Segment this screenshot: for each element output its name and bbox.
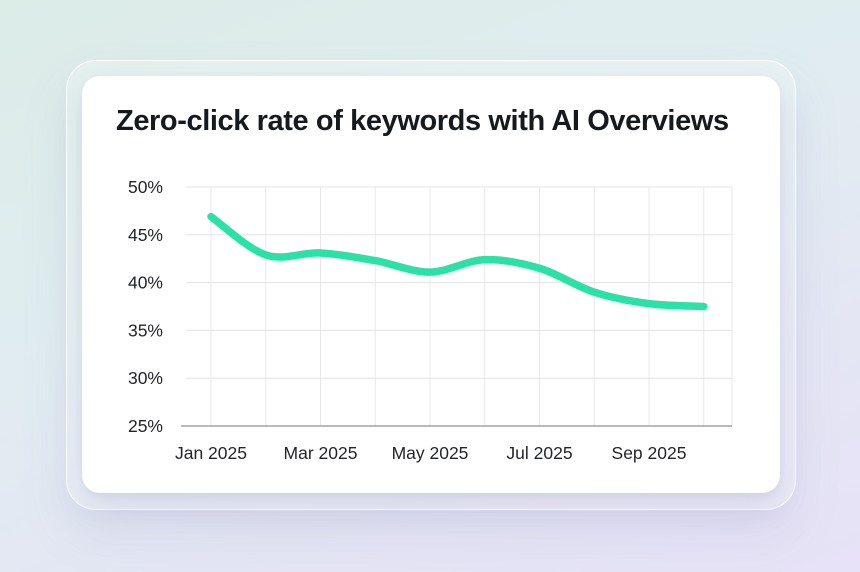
- x-tick-label: Jan 2025: [175, 443, 247, 463]
- y-axis-labels: 50% 45% 40% 35% 30% 25%: [128, 177, 163, 436]
- y-tick-label: 50%: [128, 177, 163, 197]
- x-tick-label: Mar 2025: [284, 443, 358, 463]
- x-tick-label: Sep 2025: [612, 443, 687, 463]
- y-tick-label: 35%: [128, 320, 163, 340]
- zero-click-rate-line-chart: 50% 45% 40% 35% 30% 25% Jan 2025 Mar 2025 May 20…: [128, 177, 733, 463]
- y-tick-label: 40%: [128, 273, 163, 293]
- decorative-frame: Zero-click rate of keywords with AI Over…: [66, 60, 796, 510]
- chart-card: Zero-click rate of keywords with AI Over…: [82, 76, 780, 493]
- x-tick-label: Jul 2025: [506, 443, 572, 463]
- y-tick-label: 45%: [128, 225, 163, 245]
- trend-line: [207, 212, 708, 311]
- y-tick-label: 30%: [128, 368, 163, 388]
- y-tick-label: 25%: [128, 416, 163, 436]
- x-tick-label: May 2025: [392, 443, 469, 463]
- x-axis-labels: Jan 2025 Mar 2025 May 2025 Jul 2025 Sep 2025: [175, 443, 686, 463]
- chart-title: Zero-click rate of keywords with AI Over…: [116, 105, 729, 137]
